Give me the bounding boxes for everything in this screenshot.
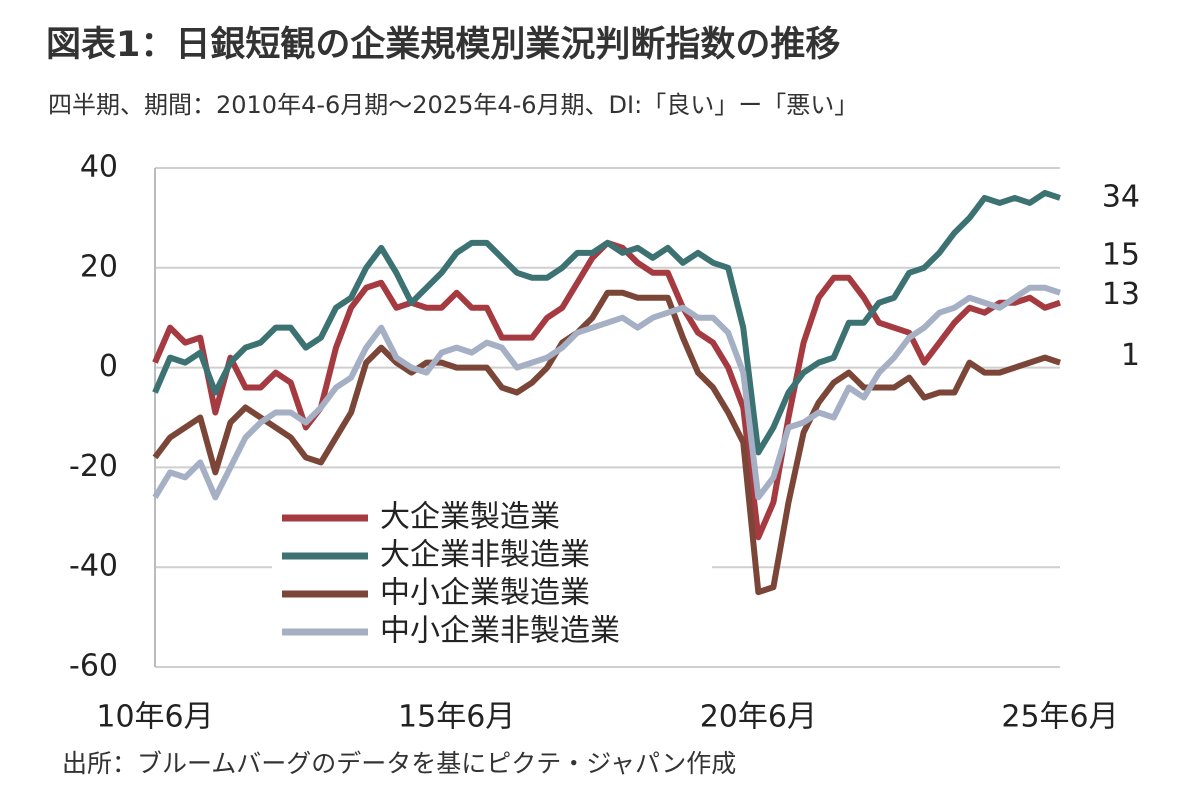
plot-lines (152, 189, 1061, 596)
series-line (152, 189, 1061, 456)
end-value-label: 34 (1102, 179, 1140, 214)
y-tick-label: 0 (99, 349, 118, 384)
legend-label: 中小企業非製造業 (380, 614, 620, 649)
chart-title: 図表1：日銀短観の企業規模別業況判断指数の推移 (46, 24, 840, 65)
series-line (152, 284, 1061, 501)
end-value-label: 15 (1102, 237, 1140, 272)
x-tick-label: 25年6月 (1001, 700, 1118, 735)
legend-label: 大企業非製造業 (380, 538, 590, 573)
series-line (152, 289, 1061, 596)
y-tick-label: -40 (69, 549, 118, 584)
source-note: 出所：ブルームバーグのデータを基にピクテ・ジャパン作成 (62, 749, 736, 778)
y-tick-label: 20 (80, 249, 118, 284)
y-tick-label: -20 (69, 449, 118, 484)
y-tick-label: 40 (80, 150, 118, 185)
legend-box (272, 496, 712, 666)
end-value-label: 13 (1102, 277, 1140, 312)
x-tick-label: 15年6月 (398, 700, 515, 735)
y-tick-label: -60 (69, 649, 118, 684)
legend-label: 大企業製造業 (380, 500, 560, 535)
grid: -60 -40 -20 0 20 40 10年6月 15年6月 20年6月 25年6月 (69, 150, 1119, 735)
legend-label: 中小企業製造業 (380, 576, 590, 611)
chart-subtitle: 四半期、期間：2010年4-6月期～2025年4-6月期、DI:「良い」ー「悪い… (48, 91, 858, 119)
series-line (152, 239, 1061, 541)
x-tick-label: 20年6月 (700, 700, 817, 735)
x-tick-label: 10年6月 (96, 700, 213, 735)
end-value-label: 1 (1121, 338, 1140, 373)
